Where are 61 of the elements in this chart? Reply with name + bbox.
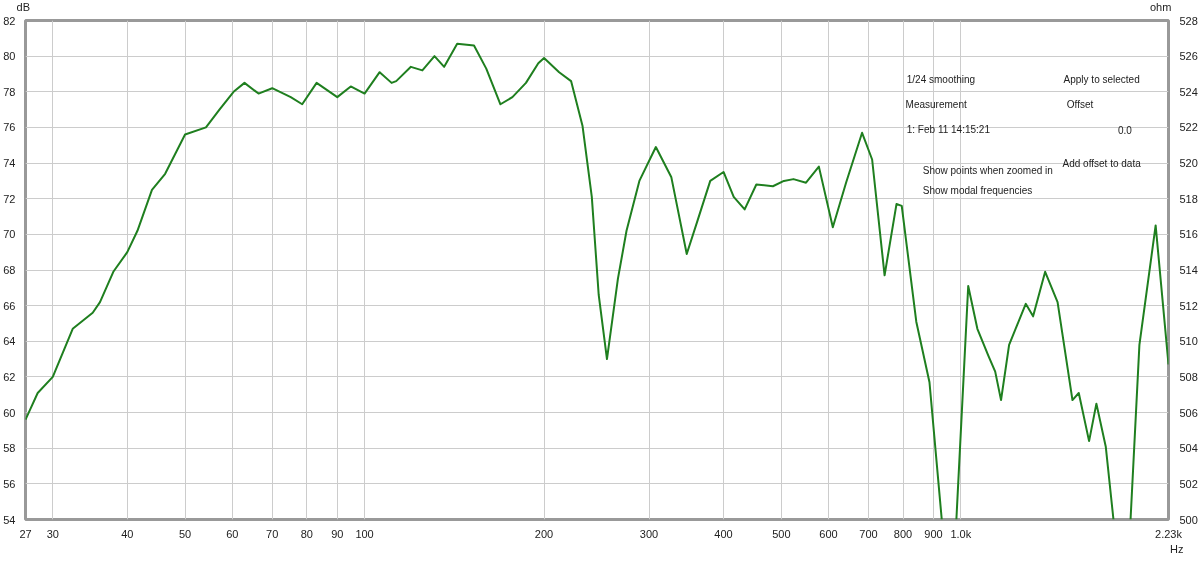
y2-tick-label: 508 <box>1179 370 1198 383</box>
x-tick-label: 500 <box>772 527 791 540</box>
x-tick-label: 27 <box>19 527 32 540</box>
y-tick-label: 68 <box>3 264 16 276</box>
x-tick-label: 700 <box>859 527 878 540</box>
x-tick-label: 30 <box>46 527 59 540</box>
x-tick-label: 1.0k <box>950 527 972 540</box>
annotation: 1: Feb 11 14:15:21 <box>906 124 991 136</box>
y2-tick-label: 526 <box>1179 50 1198 63</box>
y2-tick-label: 514 <box>1179 264 1198 276</box>
x-tick-label: 50 <box>178 527 192 540</box>
y-tick-label: 72 <box>3 192 16 205</box>
x-tick-label: 600 <box>819 527 838 540</box>
y2-tick-label: 520 <box>1179 157 1198 170</box>
x-tick-label: 70 <box>266 527 279 540</box>
x-tick-label: 2.23k <box>1155 527 1183 540</box>
y-tick-label: 66 <box>3 299 16 312</box>
x-tick-label: 80 <box>300 527 313 540</box>
y2-tick-label: 512 <box>1179 299 1198 312</box>
y-tick-label: 56 <box>3 477 16 490</box>
y-tick-label: 64 <box>3 335 16 348</box>
y-tick-label: 82 <box>3 14 16 27</box>
y-tick-label: 54 <box>3 513 16 526</box>
y2-tick-label: 518 <box>1179 192 1198 205</box>
y2-tick-label: 502 <box>1179 477 1198 490</box>
annotation: Add offset to data <box>1062 157 1142 169</box>
y-tick-label: 76 <box>3 121 16 134</box>
y2-tick-label: 516 <box>1179 228 1198 241</box>
annotation: Apply to selected <box>1063 74 1140 86</box>
x-tick-label: 300 <box>639 527 659 540</box>
x-tick-label: 900 <box>924 527 943 540</box>
x-tick-label: 200 <box>534 527 554 540</box>
y-tick-label: 58 <box>3 442 16 455</box>
y-axis-title: dB <box>16 0 30 15</box>
y2-tick-label: 500 <box>1179 513 1198 526</box>
x-axis-title: Hz <box>1170 542 1184 557</box>
y-tick-label: 62 <box>3 370 16 383</box>
y2-tick-label: 504 <box>1179 442 1198 455</box>
y2-tick-label: 506 <box>1179 406 1198 419</box>
y2-tick-label: 522 <box>1179 121 1198 134</box>
x-tick-label: 800 <box>893 527 913 540</box>
y2-tick-label: 528 <box>1179 14 1198 27</box>
annotation: Show points when zoomed in <box>922 164 1053 176</box>
y2-tick-label: 524 <box>1179 85 1198 98</box>
annotation: 0.0 <box>1118 124 1133 136</box>
y-tick-label: 78 <box>3 85 16 98</box>
annotation: Offset <box>1066 98 1094 110</box>
y-tick-label: 70 <box>3 228 16 241</box>
x-tick-label: 100 <box>355 527 374 540</box>
x-tick-label: 90 <box>331 527 344 540</box>
y2-axis-title: ohm <box>1150 0 1172 15</box>
x-tick-label: 40 <box>121 527 134 540</box>
y2-tick-label: 510 <box>1179 335 1198 348</box>
y-tick-label: 60 <box>3 406 16 419</box>
y-tick-label: 80 <box>3 50 16 63</box>
annotation: Show modal frequencies <box>922 184 1033 196</box>
x-tick-label: 400 <box>714 527 733 540</box>
annotation: Measurement <box>905 98 967 110</box>
annotation: 1/24 smoothing <box>906 74 976 86</box>
y-tick-label: 74 <box>3 157 16 170</box>
x-tick-label: 60 <box>226 527 239 540</box>
